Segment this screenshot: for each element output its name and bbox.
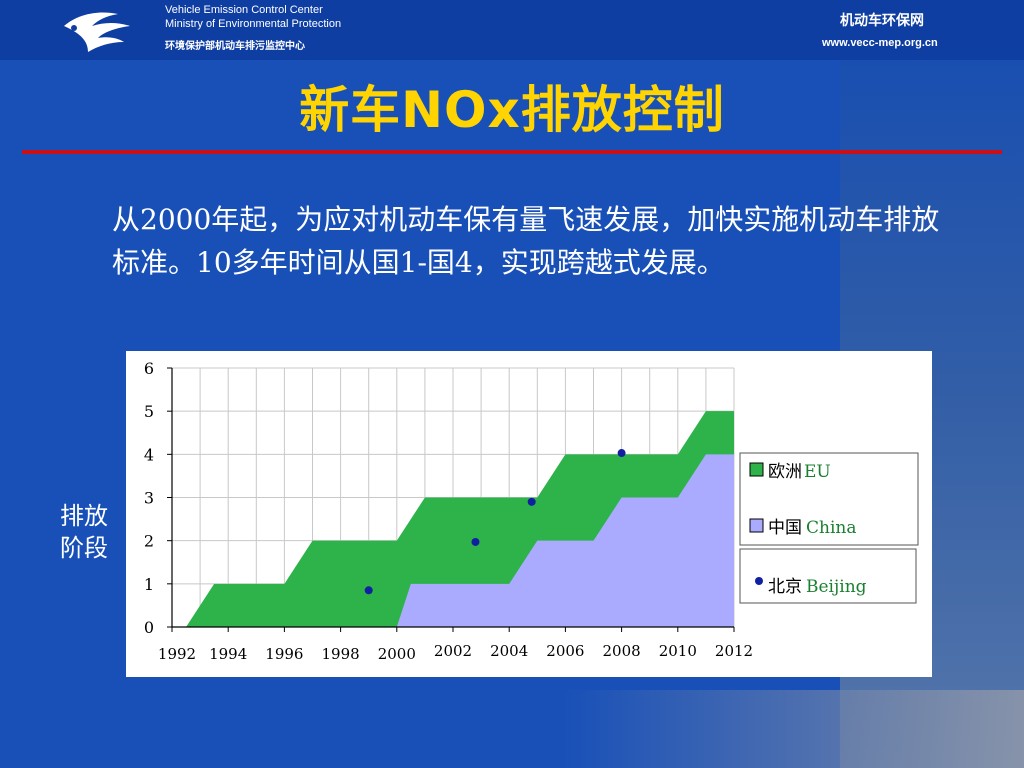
y-tick-label: 1 [144, 575, 154, 594]
x-tick-label: 1996 [265, 645, 303, 663]
slide-title: 新车NOx排放控制 [299, 81, 725, 139]
org-name-cn: 环境保护部机动车排污监控中心 [165, 41, 305, 52]
legend-box [739, 452, 919, 546]
x-tick-label: 2002 [434, 642, 472, 660]
legend-label-eu: 欧洲 EU [768, 462, 831, 482]
legend-swatch-eu [749, 462, 764, 477]
y-tick-label: 5 [144, 402, 154, 421]
y-tick-label: 6 [144, 359, 154, 378]
x-tick-label: 1994 [209, 645, 247, 663]
y-axis-label: 排放阶段 [60, 502, 108, 562]
org-name-en-line2: Ministry of Environmental Protection [165, 18, 342, 30]
site-url: www.vecc-mep.org.cn [822, 37, 938, 49]
vecc-logo-icon [64, 12, 130, 52]
body-paragraph: 从2000年起，为应对机动车保有量飞速发展，加快实施机动车排放标准。10多年时间… [112, 203, 940, 279]
site-name: 机动车环保网 [840, 12, 924, 28]
y-tick-label: 2 [144, 532, 154, 551]
y-tick-label: 3 [144, 489, 154, 508]
x-tick-label: 1992 [158, 645, 196, 663]
y-tick-label: 4 [144, 445, 154, 464]
legend-label-beijing: 北京 Beijing [768, 577, 867, 597]
beijing-point [617, 449, 626, 458]
x-tick-label: 2004 [490, 642, 528, 660]
beijing-point [527, 497, 536, 506]
legend-dot-beijing [755, 577, 763, 585]
beijing-point [364, 586, 373, 595]
x-tick-label: 2006 [546, 642, 584, 660]
header-bar: Vehicle Emission Control Center Ministry… [0, 0, 1024, 60]
legend-box-beijing [739, 548, 917, 604]
x-tick-label: 1998 [322, 645, 360, 663]
legend-swatch-china [749, 518, 764, 533]
x-tick-label: 2012 [715, 642, 753, 660]
title-divider [22, 150, 1002, 154]
org-name-en-line1: Vehicle Emission Control Center [165, 4, 323, 16]
emission-stage-chart: 0 1 2 3 4 5 6 1992 1994 1996 1998 2000 2002 2004 2006 2… [144, 359, 919, 663]
x-tick-label: 2008 [603, 642, 641, 660]
x-tick-label: 2000 [378, 645, 416, 663]
chart-panel: 0 1 2 3 4 5 6 1992 1994 1996 1998 2000 2002 2004 2006 2… [126, 351, 932, 677]
background-road-photo [560, 690, 1024, 768]
x-tick-label: 2010 [659, 642, 697, 660]
beijing-point [471, 537, 480, 546]
legend-label-china: 中国 China [768, 518, 856, 538]
y-tick-label: 0 [144, 618, 154, 637]
